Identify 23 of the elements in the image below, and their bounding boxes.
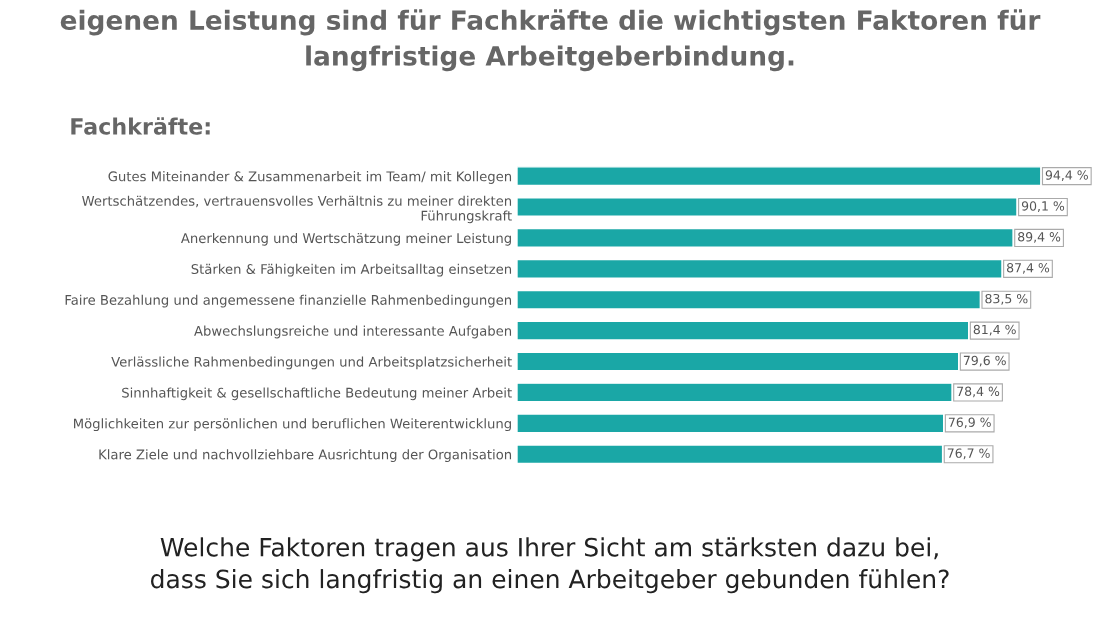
y-tick-label: Stärken & Fähigkeiten im Arbeitsalltag einsetzen bbox=[191, 263, 512, 277]
data-label: 94,4 % bbox=[1045, 170, 1088, 182]
y-tick-label: Abwechslungsreiche und interessante Aufgaben bbox=[194, 325, 512, 339]
data-label: 89,4 % bbox=[1018, 232, 1061, 243]
y-tick-label: Sinnhaftigkeit & gesellschaftliche Bedeutung meiner Arbeit bbox=[122, 387, 512, 401]
data-label: 81,4 % bbox=[973, 324, 1016, 336]
y-tick-label: Anerkennung und Wertschätzung meiner Leistung bbox=[180, 232, 511, 246]
y-tick-label: Verlässliche Rahmenbedingungen und Arbeitsplatzsicherheit bbox=[111, 356, 512, 370]
y-tick-label: Möglichkeiten zur persönlichen und beruflichen Weiterentwicklung bbox=[74, 418, 511, 432]
data-label: 79,6 % bbox=[963, 355, 1006, 367]
text: Welche Faktoren tragen aus Ihrer Sicht am stärksten dazu bei, dass Sie sich langfristig an einen Arbeitgeber gebunden fühlen? bbox=[150, 537, 949, 594]
data-label: 76,9 % bbox=[948, 417, 991, 429]
y-tick-label: Faire Bezahlung und angemessene finanzielle Rahmenbedingungen bbox=[65, 294, 512, 308]
chart-title: eigenen Leistung sind für Fachkräfte die wichtigsten Faktoren für langfristige Arbeitgeberbindung. bbox=[60, 9, 1041, 72]
y-tick-label: Klare Ziele und nachvollziehbare Ausrichtung der Organisation bbox=[99, 449, 512, 462]
data-label: 78,4 % bbox=[957, 386, 1000, 398]
y-tick-label: Wertschätzendes, vertrauensvolles Verhältnis zu meiner direkten Führungskraft bbox=[82, 195, 512, 224]
data-label: 87,4 % bbox=[1006, 263, 1050, 274]
data-label: 76,7 % bbox=[947, 448, 990, 460]
y-tick-label: Gutes Miteinander & Zusammenarbeit im Team/ mit Kollegen bbox=[108, 171, 512, 184]
data-label: 83,5 % bbox=[985, 293, 1028, 305]
data-label: 90,1 % bbox=[1021, 201, 1065, 212]
text: Fachkräfte: bbox=[71, 117, 210, 135]
